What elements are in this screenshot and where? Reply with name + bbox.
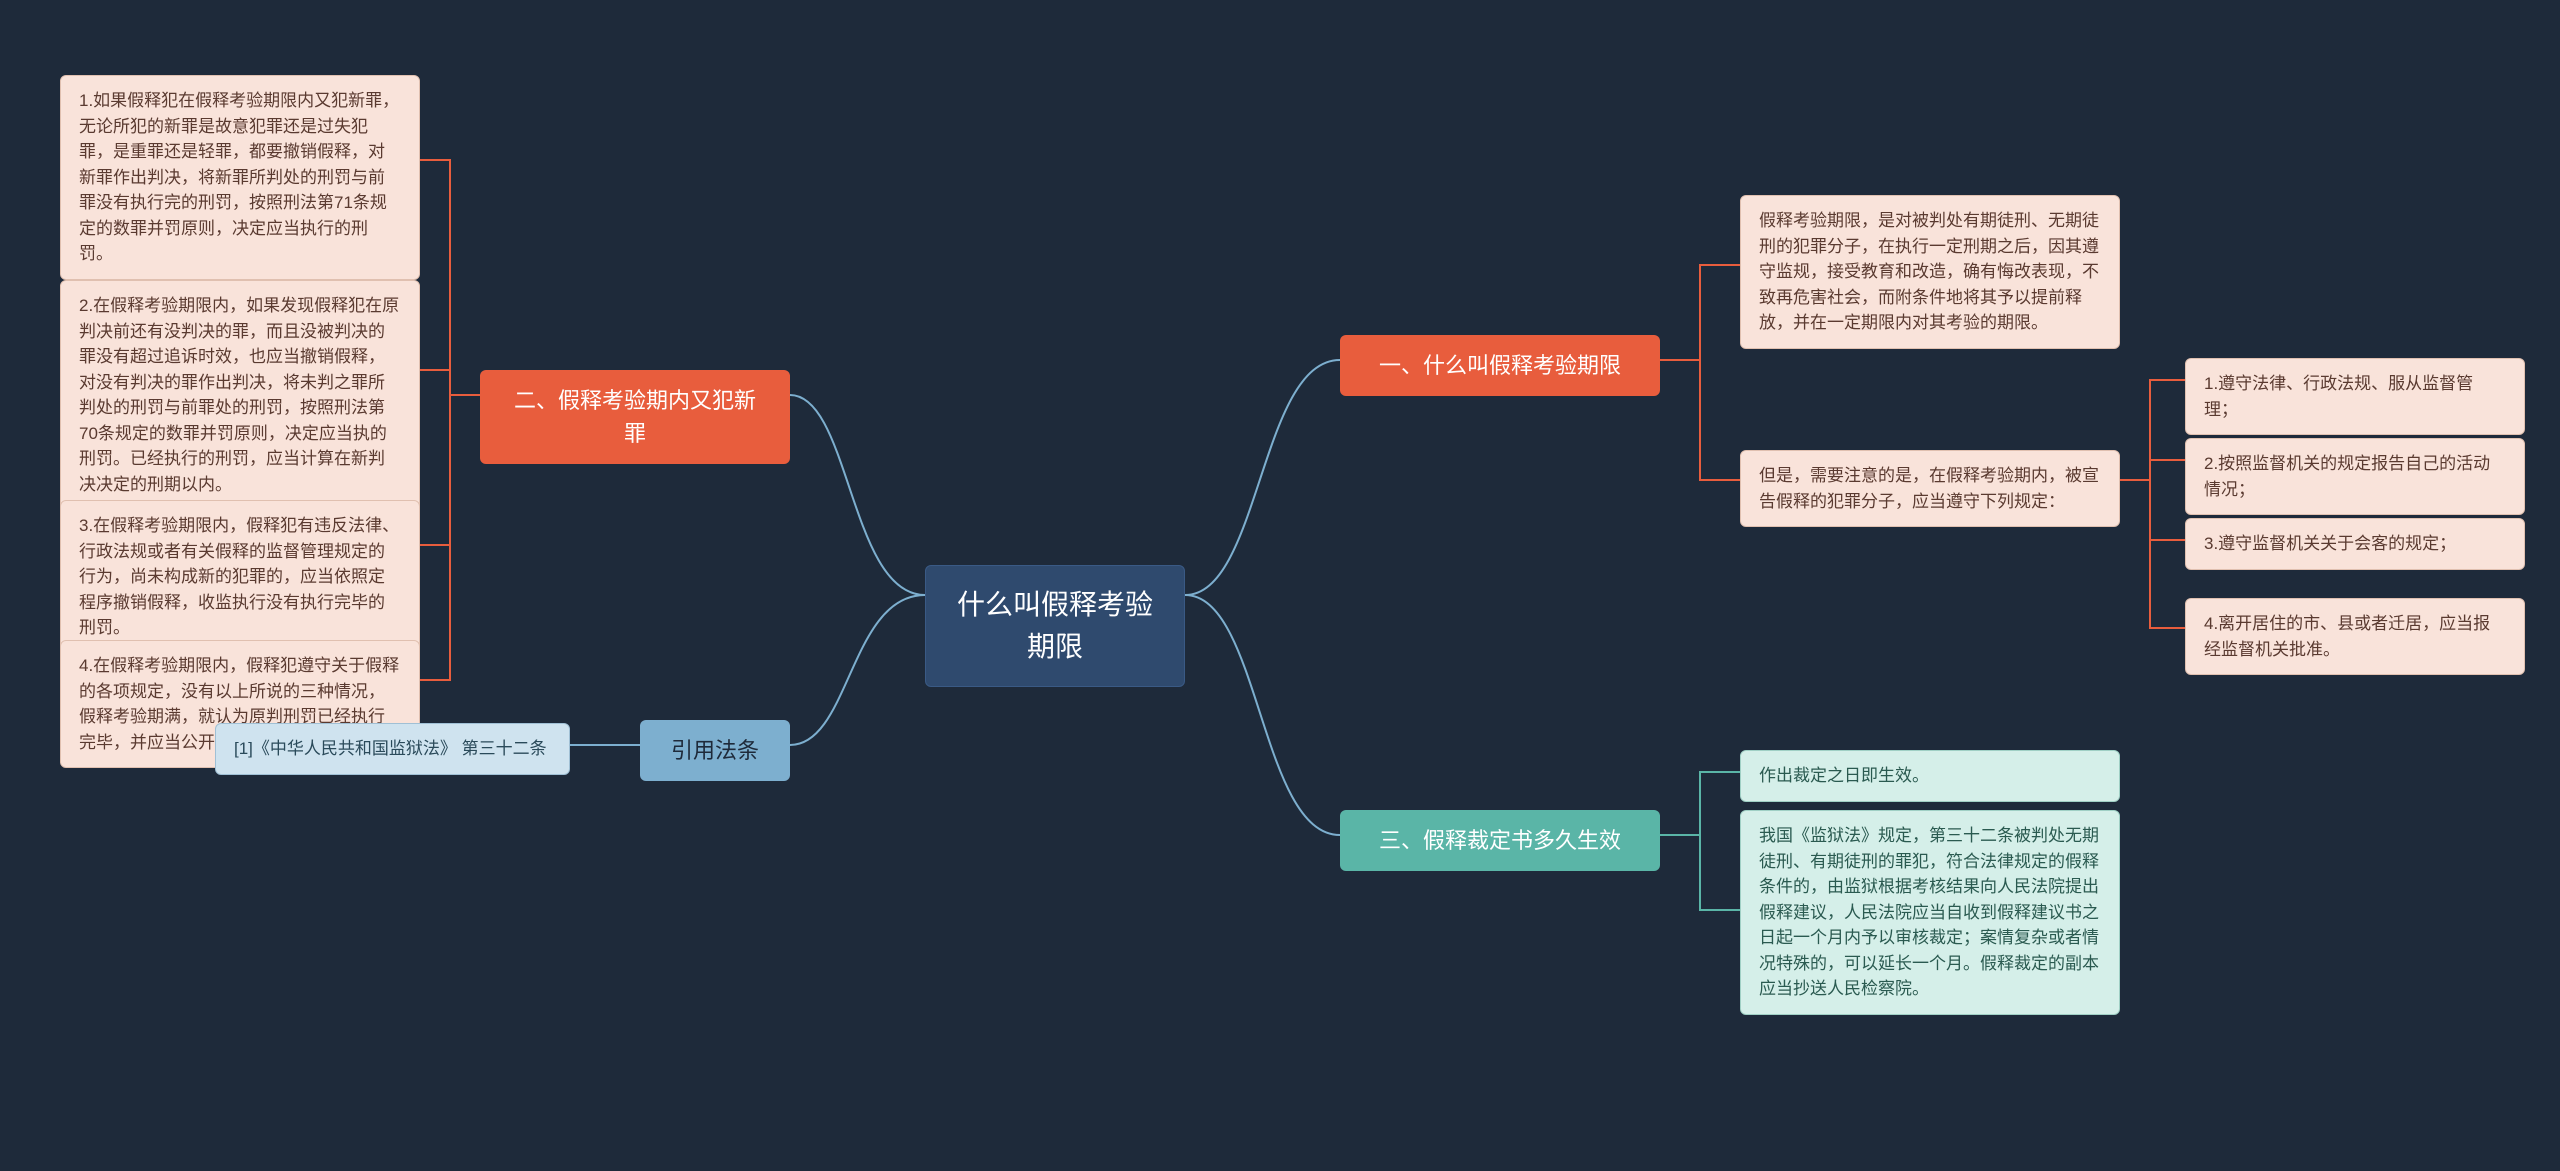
branch-1-leaf-2[interactable]: 但是，需要注意的是，在假释考验期内，被宣告假释的犯罪分子，应当遵守下列规定： (1740, 450, 2120, 527)
mindmap-canvas: 什么叫假释考验期限 一、什么叫假释考验期限 假释考验期限，是对被判处有期徒刑、无… (0, 0, 2560, 1171)
branch-2-leaf-3[interactable]: 3.在假释考验期限内，假释犯有违反法律、行政法规或者有关假释的监督管理规定的行为… (60, 500, 420, 654)
branch-1-leaf-1[interactable]: 假释考验期限，是对被判处有期徒刑、无期徒刑的犯罪分子，在执行一定刑期之后，因其遵… (1740, 195, 2120, 349)
branch-4[interactable]: 引用法条 (640, 720, 790, 781)
branch-4-leaf-1[interactable]: [1]《中华人民共和国监狱法》 第三十二条 (215, 723, 570, 775)
branch-3[interactable]: 三、假释裁定书多久生效 (1340, 810, 1660, 871)
branch-1-sub-1[interactable]: 1.遵守法律、行政法规、服从监督管理； (2185, 358, 2525, 435)
branch-1-sub-2[interactable]: 2.按照监督机关的规定报告自己的活动情况； (2185, 438, 2525, 515)
branch-1-sub-4[interactable]: 4.离开居住的市、县或者迁居，应当报经监督机关批准。 (2185, 598, 2525, 675)
branch-3-leaf-2[interactable]: 我国《监狱法》规定，第三十二条被判处无期徒刑、有期徒刑的罪犯，符合法律规定的假释… (1740, 810, 2120, 1015)
branch-1-sub-3[interactable]: 3.遵守监督机关关于会客的规定； (2185, 518, 2525, 570)
branch-2-leaf-2[interactable]: 2.在假释考验期限内，如果发现假释犯在原判决前还有没判决的罪，而且没被判决的罪没… (60, 280, 420, 510)
branch-1[interactable]: 一、什么叫假释考验期限 (1340, 335, 1660, 396)
branch-2[interactable]: 二、假释考验期内又犯新罪 (480, 370, 790, 464)
branch-2-leaf-1[interactable]: 1.如果假释犯在假释考验期限内又犯新罪，无论所犯的新罪是故意犯罪还是过失犯罪，是… (60, 75, 420, 280)
root-node[interactable]: 什么叫假释考验期限 (925, 565, 1185, 687)
branch-3-leaf-1[interactable]: 作出裁定之日即生效。 (1740, 750, 2120, 802)
